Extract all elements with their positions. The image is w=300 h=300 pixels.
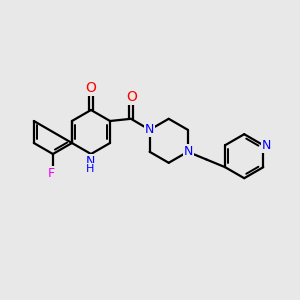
Text: N: N xyxy=(145,123,154,136)
Text: O: O xyxy=(127,90,137,104)
Text: F: F xyxy=(47,167,55,180)
Text: O: O xyxy=(85,81,96,95)
Text: N: N xyxy=(262,139,271,152)
Text: N: N xyxy=(85,155,95,168)
Text: N: N xyxy=(184,145,194,158)
Text: H: H xyxy=(86,164,94,174)
